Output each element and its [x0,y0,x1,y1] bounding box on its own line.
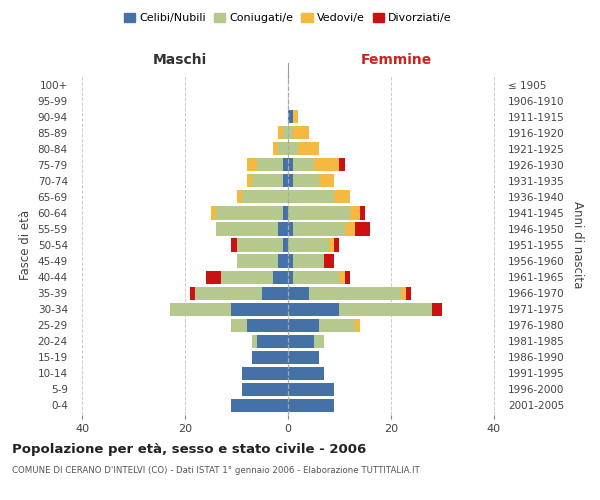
Bar [252,334,257,348]
Bar [344,270,350,283]
Bar [252,174,283,188]
Bar [242,383,288,396]
Bar [293,270,340,283]
Bar [272,142,278,156]
Bar [221,270,272,283]
Bar [288,238,329,252]
Bar [257,334,288,348]
Bar [406,286,412,300]
Bar [288,383,334,396]
Bar [293,174,319,188]
Text: COMUNE DI CERANO D'INTELVI (CO) - Dati ISTAT 1° gennaio 2006 - Elaborazione TUTT: COMUNE DI CERANO D'INTELVI (CO) - Dati I… [12,466,420,475]
Bar [293,254,324,268]
Bar [293,222,344,235]
Bar [293,158,314,172]
Bar [283,206,288,220]
Bar [298,142,319,156]
Bar [288,206,350,220]
Bar [293,126,308,140]
Bar [355,222,370,235]
Bar [340,302,432,316]
Text: Femmine: Femmine [361,54,431,68]
Bar [288,174,293,188]
Bar [432,302,442,316]
Bar [170,302,232,316]
Bar [288,318,319,332]
Bar [288,350,319,364]
Bar [236,254,278,268]
Bar [319,174,334,188]
Legend: Celibi/Nubili, Coniugati/e, Vedovi/e, Divorziati/e: Celibi/Nubili, Coniugati/e, Vedovi/e, Di… [122,10,454,26]
Text: Popolazione per età, sesso e stato civile - 2006: Popolazione per età, sesso e stato civil… [12,442,366,456]
Bar [360,206,365,220]
Bar [190,286,196,300]
Bar [283,174,288,188]
Bar [236,190,242,203]
Bar [257,158,283,172]
Bar [278,126,283,140]
Bar [216,206,283,220]
Bar [262,286,288,300]
Bar [247,174,252,188]
Bar [334,190,350,203]
Bar [278,254,288,268]
Bar [283,158,288,172]
Bar [196,286,262,300]
Bar [314,158,340,172]
Bar [232,399,288,412]
Bar [247,158,257,172]
Bar [355,318,360,332]
Bar [288,142,298,156]
Bar [288,110,293,124]
Bar [252,350,288,364]
Bar [401,286,406,300]
Bar [288,190,334,203]
Bar [308,286,401,300]
Bar [288,302,340,316]
Y-axis label: Anni di nascita: Anni di nascita [571,202,584,288]
Bar [288,158,293,172]
Y-axis label: Fasce di età: Fasce di età [19,210,32,280]
Text: Maschi: Maschi [153,54,207,68]
Bar [206,270,221,283]
Bar [288,334,314,348]
Bar [324,254,334,268]
Bar [242,190,288,203]
Bar [340,270,344,283]
Bar [314,334,324,348]
Bar [288,399,334,412]
Bar [232,302,288,316]
Bar [283,126,288,140]
Bar [216,222,278,235]
Bar [288,222,293,235]
Bar [278,142,288,156]
Bar [288,126,293,140]
Bar [288,270,293,283]
Bar [232,318,247,332]
Bar [272,270,288,283]
Bar [344,222,355,235]
Bar [340,158,344,172]
Bar [334,238,340,252]
Bar [211,206,216,220]
Bar [232,238,236,252]
Bar [278,222,288,235]
Bar [293,110,298,124]
Bar [288,366,324,380]
Bar [288,254,293,268]
Bar [350,206,360,220]
Bar [236,238,283,252]
Bar [319,318,355,332]
Bar [242,366,288,380]
Bar [329,238,334,252]
Bar [247,318,288,332]
Bar [288,286,308,300]
Bar [283,238,288,252]
